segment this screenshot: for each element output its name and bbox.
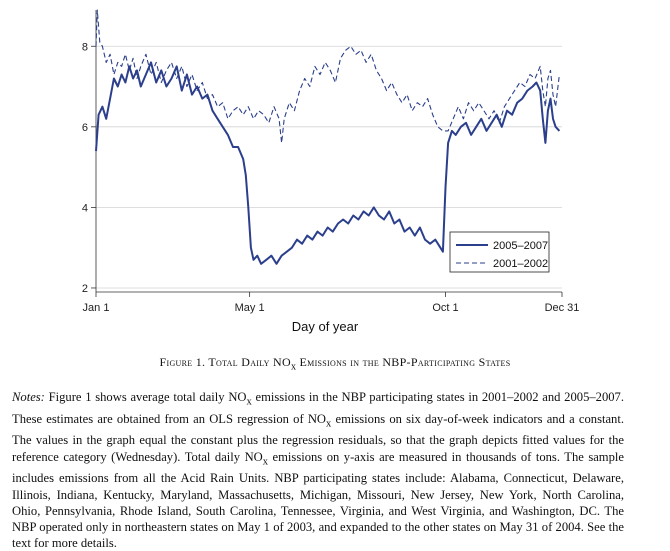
figure-caption: Figure 1. Total Daily NOx Emissions in t…: [0, 355, 670, 372]
legend: 2005–2007 2001–2002: [449, 231, 550, 273]
notes-subscript-2: x: [326, 418, 332, 430]
series-line-1: [95, 9, 560, 144]
legend-label-2001-2002: 2001–2002: [493, 258, 548, 270]
notes-text-3: emissions on six day-of-week indicators …: [12, 411, 624, 464]
grid-layer: [96, 45, 562, 289]
y-tick-label-2: 2: [82, 283, 88, 295]
figure-panel: 2 4 6 8 Jan 1 May 1 Oct 1 Dec 31 Day of year 20…: [82, 9, 580, 334]
emissions-line-chart: 2 4 6 8 Jan 1 May 1 Oct 1 Dec 31 Day of year 20…: [82, 9, 580, 334]
notes-subscript-3: x: [262, 456, 269, 468]
x-axis-title: Day of year: [292, 319, 359, 334]
caption-suffix: Emissions in the NBP-Participating State…: [296, 355, 511, 369]
notes-subscript-1: x: [246, 396, 252, 408]
y-tick-label-6: 6: [82, 122, 88, 134]
axes-layer: 2 4 6 8 Jan 1 May 1 Oct 1 Dec 31: [82, 10, 580, 314]
notes-text-4: emissions on y-axis are measured in thou…: [12, 449, 624, 551]
x-tick-label-3: Dec 31: [545, 302, 580, 314]
notes-text-1: Figure 1 shows average total daily NO: [44, 390, 247, 404]
notes-label: Notes:: [12, 390, 45, 404]
caption-subscript: x: [290, 361, 297, 373]
series-line-0: [95, 61, 561, 265]
x-tick-label-2: Oct 1: [432, 302, 458, 314]
series-layer: [95, 9, 561, 265]
figure-notes: Notes: Figure 1 shows average total dail…: [12, 389, 624, 551]
x-tick-label-0: Jan 1: [83, 302, 110, 314]
y-tick-label-4: 4: [82, 202, 88, 214]
notes-text-2: emissions in the NBP participating state…: [12, 390, 624, 426]
legend-box: [449, 231, 550, 273]
legend-label-2005-2007: 2005–2007: [493, 240, 548, 252]
x-tick-label-1: May 1: [235, 302, 265, 314]
caption-prefix: Figure 1. Total Daily NO: [159, 355, 291, 369]
y-tick-label-8: 8: [82, 41, 88, 53]
